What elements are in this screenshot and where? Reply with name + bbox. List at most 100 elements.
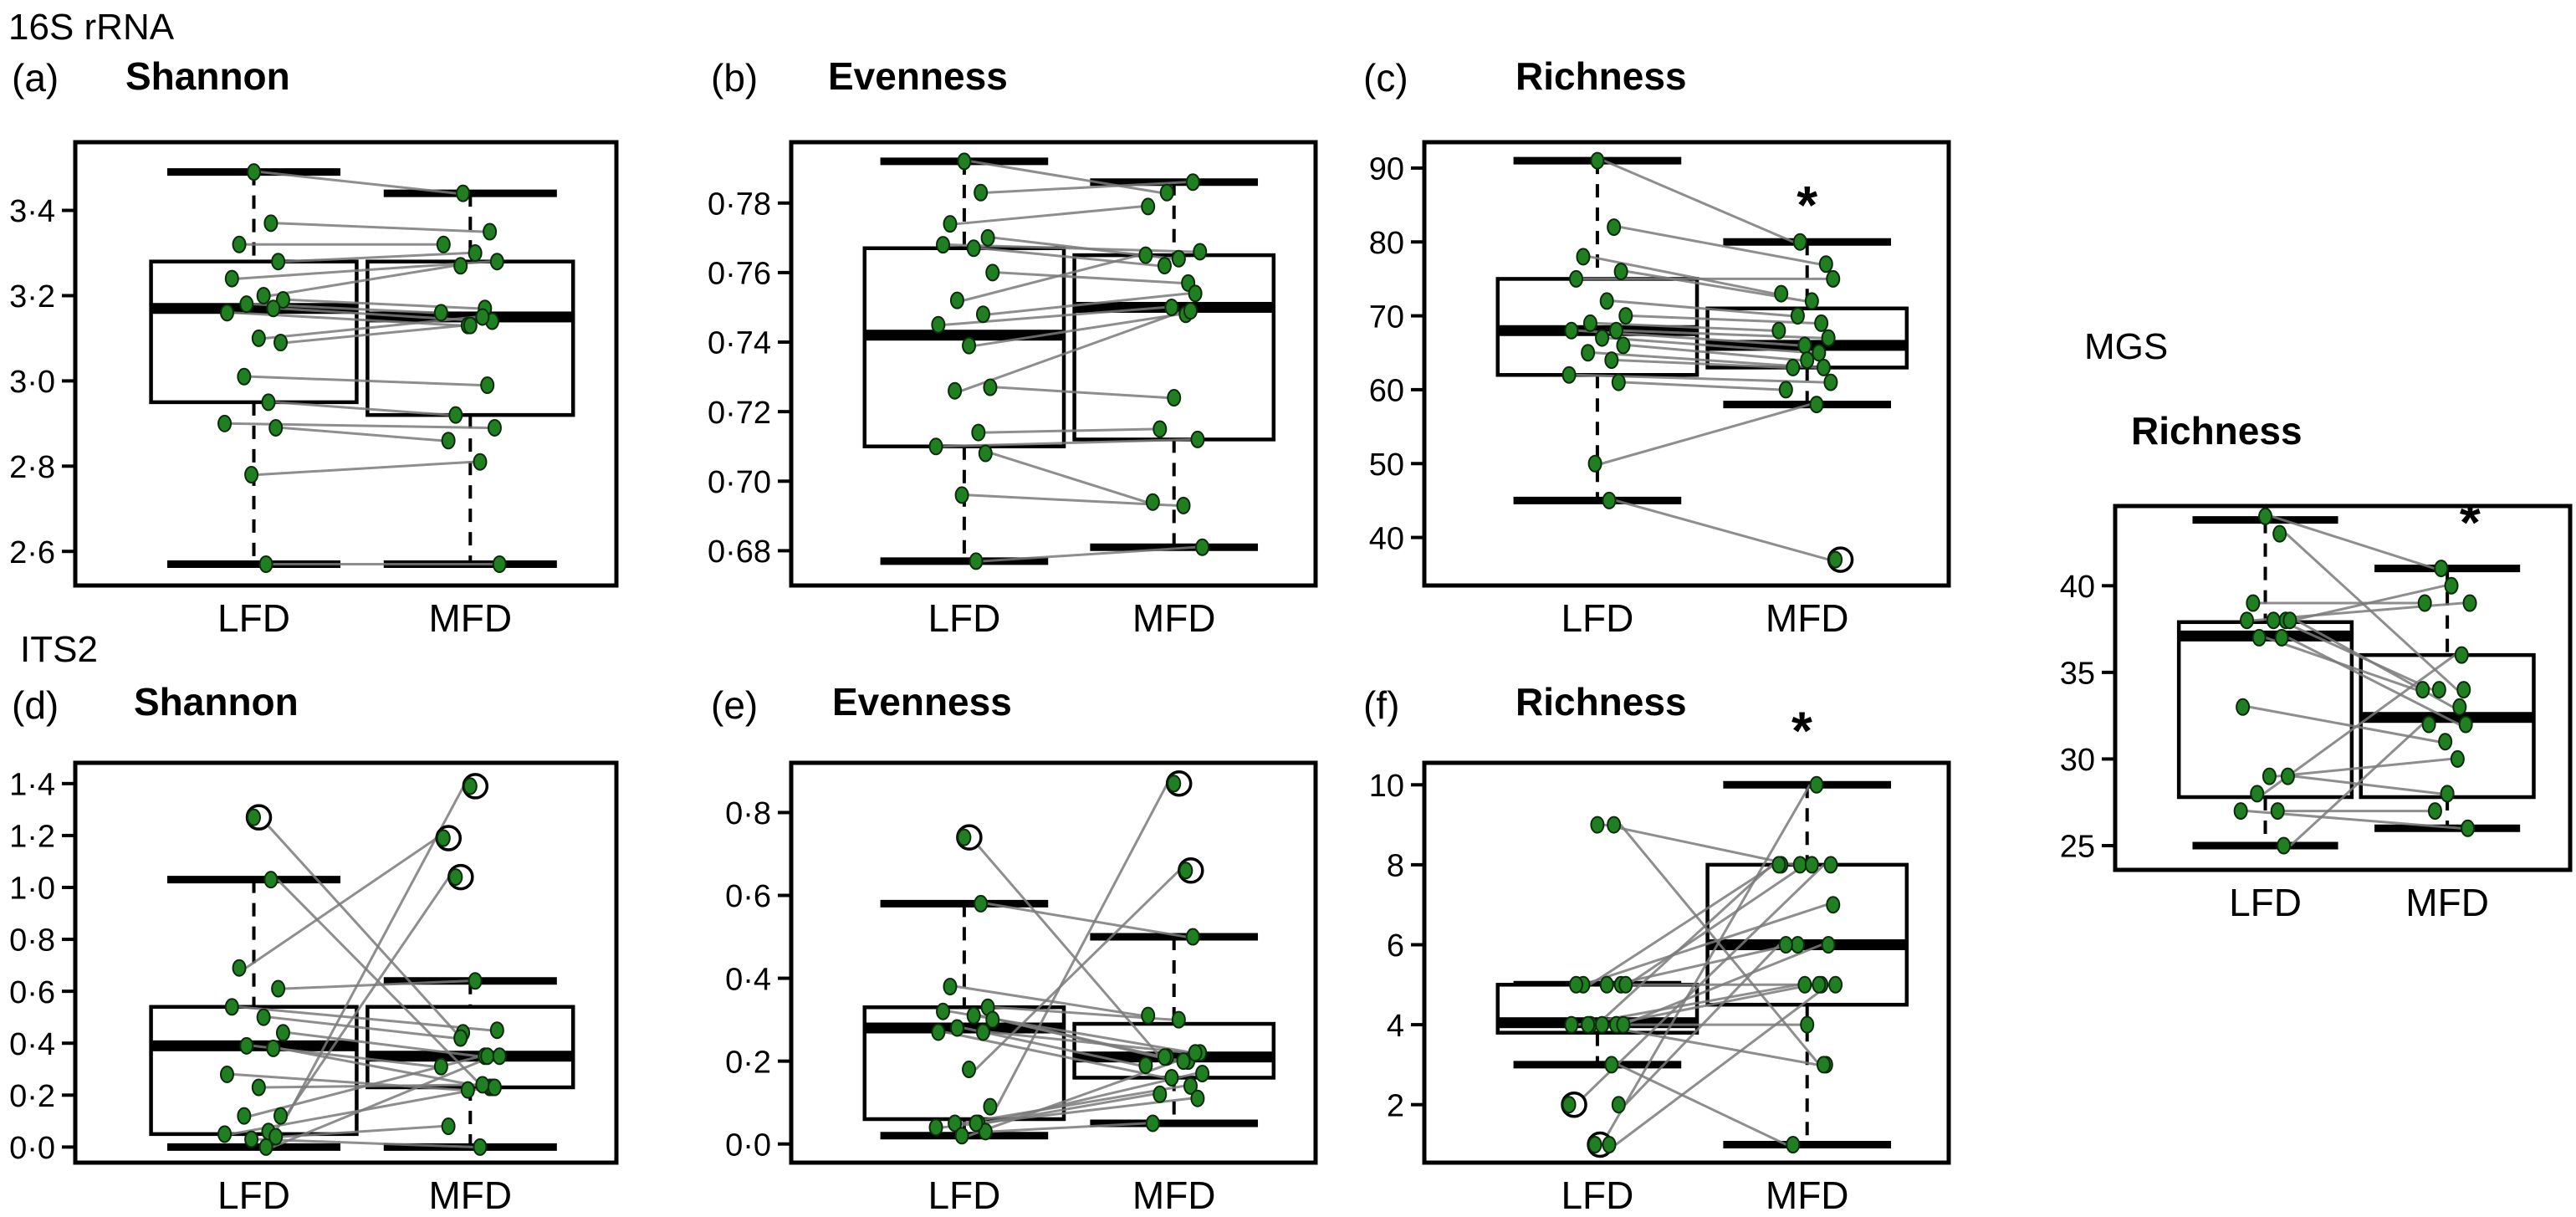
y-tick-label: 90 [1369,152,1404,187]
data-point [1604,1056,1619,1074]
data-point [1774,284,1789,303]
data-point [489,253,504,271]
data-point [1595,1015,1610,1034]
data-point [487,418,502,437]
pair-line [1603,159,1794,243]
data-point [2427,802,2442,821]
data-point [971,423,986,442]
data-point [489,1021,504,1040]
pair-line [1620,226,1820,266]
data-point [256,286,271,304]
data-point [1616,336,1631,355]
category-label-mfd: MFD [1132,1174,1216,1217]
data-point [2246,594,2261,612]
data-point [957,828,972,846]
data-point [1821,935,1836,954]
data-point [978,1122,993,1141]
category-label-lfd: LFD [1561,1174,1633,1217]
pair-line [238,260,491,280]
data-point [436,829,451,847]
data-point [1138,246,1153,264]
y-tick-label: 0·6 [9,975,55,1010]
data-point [1616,1015,1631,1034]
data-point [1167,389,1182,407]
data-point [966,1006,981,1025]
pair-line [1596,863,1773,1026]
pair-line [1594,351,1817,369]
data-point [2440,785,2455,803]
data-point [1812,975,1827,994]
pair-line [999,271,1182,284]
data-point [948,1114,963,1133]
box-lfd [862,246,1066,448]
data-point [1818,255,1833,274]
pair-line [996,386,1168,400]
category-label-mfd: MFD [2405,881,2489,924]
data-point [928,1118,943,1137]
data-point [1590,816,1605,834]
data-point [949,1019,964,1037]
data-point [244,466,259,483]
data-point [1804,292,1819,310]
pair-line [975,313,1180,347]
panel-title-b: Evenness [828,54,1008,98]
pair-line [287,324,464,345]
data-point [463,777,478,795]
data-point [1828,550,1843,569]
data-point [2251,628,2267,647]
data-point [275,1024,290,1042]
category-label-mfd: MFD [1132,596,1216,640]
data-point [244,1130,259,1148]
data-point [217,1125,233,1143]
data-point [1778,935,1793,954]
panel-title-c: Richness [1515,54,1687,98]
data-point [1569,975,1584,994]
data-point [1569,269,1584,288]
data-point [974,894,989,913]
y-tick-label: 40 [1369,521,1404,556]
category-label-lfd: LFD [1561,596,1633,640]
data-point [1183,1076,1198,1095]
y-tick-label: 0·74 [708,326,771,361]
data-point [258,1138,273,1156]
data-point [1812,344,1827,362]
y-tick-label: 0·76 [708,257,771,292]
data-point [251,1078,266,1097]
pair-line [980,247,1158,268]
data-point [1141,1006,1156,1025]
pair-line [272,1055,493,1148]
data-point [969,552,984,570]
data-point [258,555,273,574]
pair-line [963,1026,1140,1067]
panel-letter-b: (b) [711,56,759,100]
data-point [2456,681,2471,699]
pair-line [282,1125,442,1138]
panel-letter-e: (e) [711,683,759,727]
pair-line [233,1072,462,1092]
data-point [224,269,239,288]
data-point [1814,314,1829,332]
pair-line [1594,1023,1817,1066]
data-point [1611,373,1626,391]
y-tick-label: 6 [1387,928,1404,964]
pair-line [2289,723,2424,847]
panel-title-a: Shannon [125,54,290,98]
data-point [1167,775,1182,793]
data-point [1582,314,1597,332]
data-point [1611,1096,1626,1114]
pair-line [1615,984,1830,1146]
data-point [448,406,463,424]
data-point [1176,496,1191,514]
significance-star: * [1791,700,1812,760]
data-point [219,1065,234,1083]
y-tick-label: 4 [1387,1009,1404,1044]
pair-line [1615,499,1829,561]
data-point [2454,646,2469,664]
category-label-lfd: LFD [928,1174,1000,1217]
pair-line [1618,1063,1787,1146]
data-point [480,1047,495,1066]
boxplot-panel-mgs-richness: 25 30 35 40 LFD MFD * [2060,492,2573,924]
data-point [2461,819,2476,837]
data-point [1153,1085,1168,1103]
data-point [1153,420,1168,438]
